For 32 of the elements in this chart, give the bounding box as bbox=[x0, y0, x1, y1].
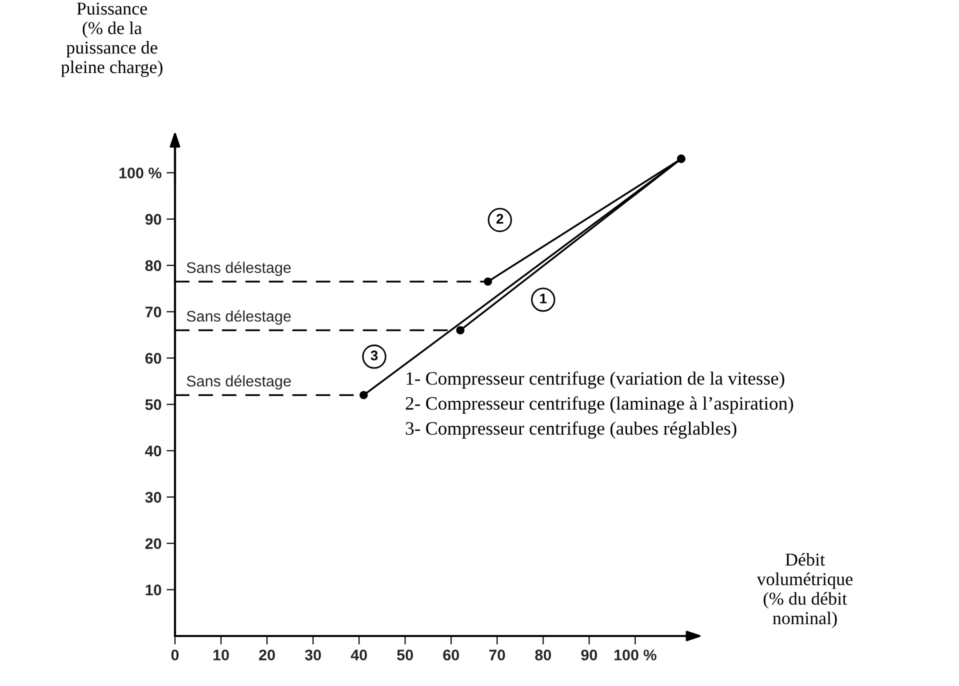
annotation: 3- Compresseur centrifuge (aubes réglables) bbox=[406, 421, 736, 439]
x-tick-label: 60 bbox=[443, 650, 459, 660]
y-tick-label: 50 bbox=[145, 399, 162, 410]
annotation: Sans délestage bbox=[186, 310, 291, 325]
x-tick-label: 80 bbox=[535, 650, 552, 660]
x-tick-label: 40 bbox=[350, 650, 367, 660]
annotation: 1 bbox=[540, 294, 547, 304]
y-tick-label: 70 bbox=[145, 306, 162, 318]
annotation: 2 bbox=[496, 214, 504, 224]
x-tick-label: 10 bbox=[213, 650, 229, 660]
y-axis-title: Puissance (% de la puissance de pleine charge) bbox=[61, 2, 162, 77]
y-tick-label: 20 bbox=[145, 538, 162, 550]
y-tick-label: 100 % bbox=[119, 168, 162, 178]
annotation: 2- Compresseur centrifuge (laminage à l’aspiration) bbox=[406, 396, 794, 414]
y-tick-label: 40 bbox=[145, 446, 162, 456]
x-tick-label: 90 bbox=[581, 650, 598, 660]
annotation: Sans délestage bbox=[186, 375, 291, 390]
y-tick-label: 10 bbox=[146, 584, 162, 596]
x-tick-label: 100 % bbox=[614, 650, 656, 660]
y-tick-label: 80 bbox=[145, 260, 162, 272]
x-tick-label: 50 bbox=[397, 650, 413, 660]
annotation: Sans délestage bbox=[186, 262, 291, 276]
x-tick-label: 30 bbox=[304, 650, 321, 660]
x-tick-label: 0 bbox=[171, 650, 179, 660]
x-axis-title: Débit volumétrique (% du débit nominal) bbox=[756, 552, 853, 628]
annotation: 3 bbox=[370, 350, 378, 360]
x-tick-label: 70 bbox=[489, 650, 505, 660]
annotation: 1- Compresseur centrifuge (variation de la vitesse) bbox=[406, 371, 784, 389]
y-tick-label: 60 bbox=[145, 352, 162, 364]
y-tick-label: 30 bbox=[145, 492, 162, 503]
x-tick-label: 20 bbox=[259, 650, 275, 660]
y-tick-label: 90 bbox=[145, 214, 162, 225]
